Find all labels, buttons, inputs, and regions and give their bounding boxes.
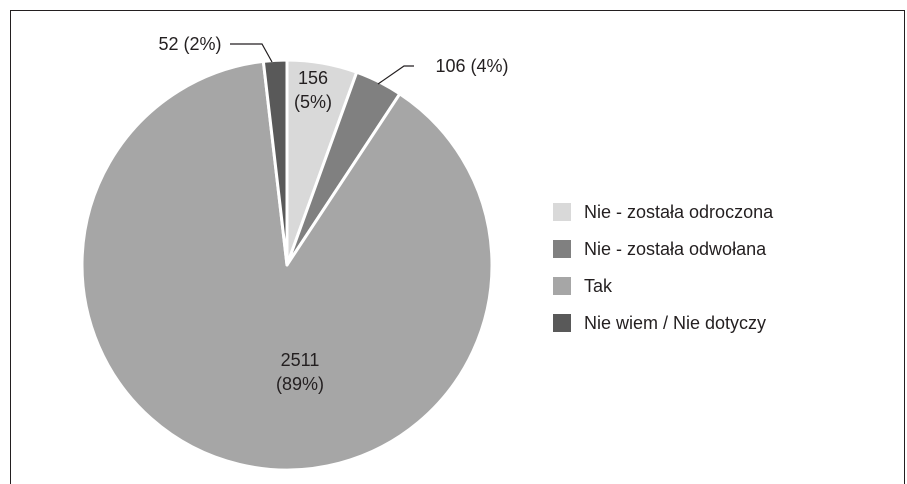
legend-swatch bbox=[553, 240, 571, 258]
legend-label: Nie - została odroczona bbox=[584, 202, 774, 222]
pie-slice bbox=[261, 58, 289, 267]
legend-label: Nie - została odwołana bbox=[584, 239, 767, 259]
frame bbox=[10, 10, 905, 484]
legend: Nie - została odroczona Nie - została odw… bbox=[553, 202, 774, 333]
legend-swatch bbox=[553, 203, 571, 221]
data-label: 52 (2%) bbox=[158, 34, 222, 54]
leader-line bbox=[377, 65, 414, 85]
data-label: 156 (5%) bbox=[293, 68, 332, 112]
legend-label: Tak bbox=[584, 276, 613, 296]
data-label: 2511 (89%) bbox=[275, 350, 324, 394]
leader-line bbox=[230, 43, 273, 63]
pie bbox=[80, 58, 494, 472]
leaders bbox=[230, 43, 414, 85]
legend-swatch bbox=[553, 277, 571, 295]
legend-label: Nie wiem / Nie dotyczy bbox=[584, 313, 766, 333]
legend-swatch bbox=[553, 314, 571, 332]
data-label: 106 (4%) bbox=[435, 56, 509, 76]
